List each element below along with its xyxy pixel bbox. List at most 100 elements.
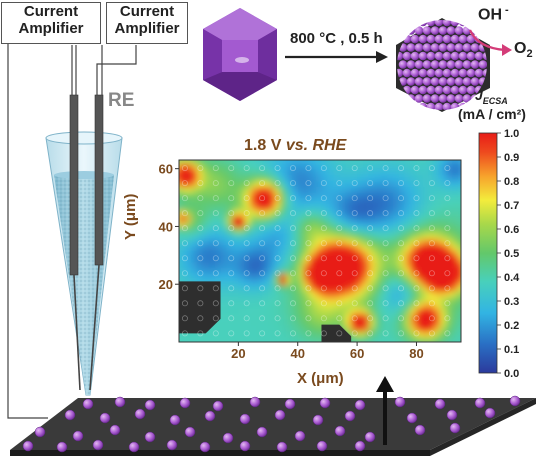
catalyst-particle (128, 441, 140, 453)
x-tick-label: 40 (291, 346, 305, 361)
colorbar-title: JECSA (475, 87, 508, 106)
catalyst-particle (474, 397, 486, 409)
colorbar: 1.0 0.9 0.8 0.7 0.6 0.5 0.4 0.3 0.2 0.1 0.0 (478, 128, 520, 380)
colorbar-subscript: ECSA (482, 95, 508, 106)
x-tick-label: 60 (350, 346, 364, 361)
catalyst-particle (109, 424, 121, 436)
oer-arrow (468, 29, 512, 56)
colorbar-units: (mA / cm²) (458, 106, 526, 122)
product-subscript: 2 (526, 48, 533, 61)
catalyst-particle (256, 426, 268, 438)
catalyst-particle (99, 412, 111, 424)
catalyst-particle (274, 409, 286, 421)
zif-crystal-icon (203, 8, 277, 101)
colorbar-tick-label: 1.0 (504, 128, 519, 140)
catalyst-particle (114, 396, 126, 408)
catalyst-particle (509, 395, 521, 407)
current-density-map: 20 40 60 80 20 40 60 (159, 159, 462, 361)
x-tick-label: 80 (409, 346, 423, 361)
reactant-charge: - (505, 4, 509, 16)
reaction-arrow (285, 51, 388, 63)
catalyst-particle (212, 400, 224, 412)
colorbar-tick-label: 0.8 (504, 176, 519, 188)
colorbar-tick-label: 0.2 (504, 320, 519, 332)
catalyst-particle (144, 399, 156, 411)
colorbar-tick-label: 0.1 (504, 344, 519, 356)
catalyst-particle (72, 430, 84, 442)
colorbar-symbol: J (475, 87, 483, 103)
reaction-condition: 800 °C , 0.5 h (290, 30, 383, 47)
catalyst-particle (179, 397, 191, 409)
y-tick-label: 40 (159, 219, 173, 234)
reactant-label: OH - (478, 4, 509, 24)
current-amplifier-box: Current Amplifier (106, 2, 188, 44)
reference-electrode-label: RE (108, 90, 135, 111)
catalyst-particle (184, 426, 196, 438)
no-data-region (321, 324, 352, 342)
colorbar-tick-label: 0.4 (504, 272, 520, 284)
catalyst-particle (484, 407, 496, 419)
map-title-reference: vs. RHE (285, 137, 347, 154)
catalyst-particle (414, 424, 426, 436)
catalyst-particle (166, 439, 178, 451)
colorbar-tick-label: 0.5 (504, 248, 519, 260)
catalyst-particle (22, 440, 34, 452)
amplifier-line-2: Amplifier (18, 20, 84, 37)
colorbar-tick-label: 0.9 (504, 152, 519, 164)
catalyst-particle (222, 432, 234, 444)
x-axis-label: X (μm) (297, 370, 344, 387)
catalyst-particle (199, 441, 211, 453)
colorbar-tick-label: 0.6 (504, 224, 519, 236)
catalyst-particle (239, 413, 251, 425)
catalyst-particle (92, 439, 104, 451)
y-tick-label: 60 (159, 162, 173, 177)
nanopipette (45, 94, 123, 396)
catalyst-particle (284, 398, 296, 410)
catalyst-particle (446, 409, 458, 421)
catalyst-particle (364, 431, 376, 443)
catalyst-particle (204, 410, 216, 422)
amplifier-line-2: Amplifier (114, 20, 180, 37)
x-tick-label: 20 (231, 346, 245, 361)
catalyst-particle (354, 440, 366, 452)
catalyst-particle (334, 425, 346, 437)
catalyst-particle (344, 410, 356, 422)
catalyst-particle (249, 396, 261, 408)
map-title: 1.8 V vs. RHE (244, 137, 346, 155)
catalyst-particle (316, 440, 328, 452)
catalyst-particle (64, 409, 76, 421)
catalyst-particle (82, 398, 94, 410)
circuit-wires (7, 39, 137, 419)
reactant-formula: OH (478, 6, 502, 24)
catalyst-particle (294, 430, 306, 442)
catalyst-particle (394, 396, 406, 408)
colorbar-tick-label: 0.7 (504, 200, 519, 212)
catalyst-particle (144, 431, 156, 443)
product-label: O2 (514, 40, 533, 60)
y-axis-label: Y (μm) (122, 193, 139, 240)
nanoparticle-cluster-icon (396, 18, 490, 112)
map-title-value: 1.8 V (244, 137, 282, 154)
catalyst-particle (34, 426, 46, 438)
amplifier-line-1: Current (119, 3, 175, 20)
catalyst-particle (406, 412, 418, 424)
product-formula: O (514, 40, 527, 57)
catalyst-particle (319, 397, 331, 409)
catalyst-particle (276, 441, 288, 453)
no-data-region (179, 281, 221, 334)
catalyst-particle (449, 422, 461, 434)
current-amplifier-box: Current Amplifier (1, 2, 101, 44)
catalyst-particle (354, 399, 366, 411)
catalyst-particle (134, 408, 146, 420)
catalyst-particle (312, 414, 324, 426)
y-tick-label: 20 (159, 277, 173, 292)
catalyst-particle (434, 398, 446, 410)
scan-arrow (376, 376, 394, 445)
colorbar-tick-label: 0.0 (504, 368, 519, 380)
catalyst-particles (22, 395, 521, 453)
catalyst-particle (239, 440, 251, 452)
colorbar-tick-label: 0.3 (504, 296, 519, 308)
catalyst-particle (56, 441, 68, 453)
